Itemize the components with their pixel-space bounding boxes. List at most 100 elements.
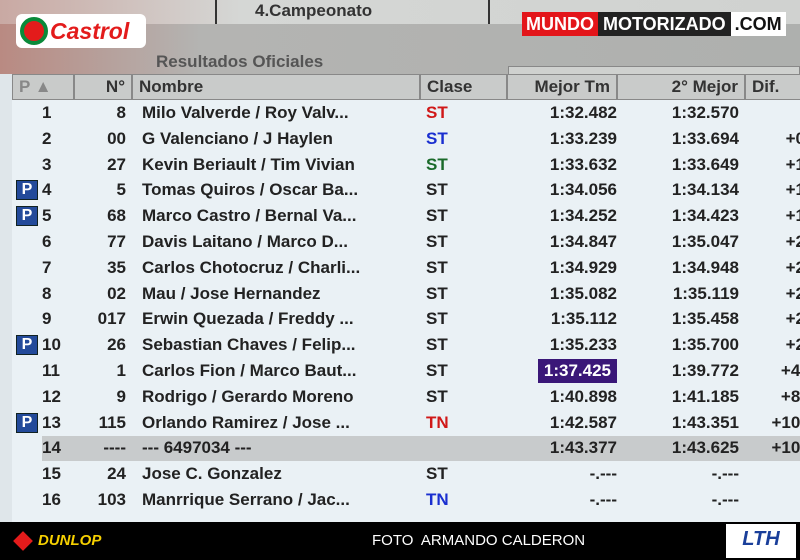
driver-names: Orlando Ramirez / Jose ... — [142, 412, 350, 432]
best-time: -.--- — [589, 490, 617, 509]
second-best-time: 1:35.047 — [671, 232, 739, 251]
class-label: ST — [426, 464, 448, 484]
table-row[interactable]: 1 8 Milo Valverde / Roy Valv... ST 1:32.482 1… — [12, 101, 800, 126]
best-time: 1:35.112 — [550, 309, 617, 329]
second-best-time: 1:34.948 — [671, 257, 739, 277]
castrol-emblem-icon — [20, 17, 48, 45]
difference: +1 — [785, 180, 800, 200]
class-label: ST — [426, 309, 448, 329]
position: 13 — [42, 412, 61, 432]
difference — [750, 462, 800, 487]
class-label: ST — [426, 154, 448, 174]
table-row[interactable]: 14 ---- --- 6497034 --- 1:43.377 1:43.625 +10… — [42, 436, 800, 462]
car-number: 02 — [107, 283, 126, 303]
second-best-time: 1:43.351 — [671, 412, 739, 432]
difference — [750, 488, 800, 513]
class-label: ST — [426, 257, 448, 277]
best-time: 1:35.082 — [549, 283, 617, 303]
driver-names: Marco Castro / Bernal Va... — [142, 206, 357, 226]
table-row[interactable]: 3 27 Kevin Beriault / Tim Vivian ST 1:33.632… — [12, 153, 800, 178]
driver-names: Milo Valverde / Roy Valv... — [142, 103, 349, 122]
col-header-clase[interactable]: Clase — [420, 74, 507, 100]
car-number: 5 — [116, 180, 126, 200]
lth-logo: LTH — [726, 524, 796, 558]
table-row[interactable]: 8 02 Mau / Jose Hernandez ST 1:35.082 1:35.11… — [12, 282, 800, 307]
best-time: 1:33.239 — [549, 128, 617, 148]
best-time: -.--- — [589, 464, 617, 484]
section-title: Resultados Oficiales — [156, 52, 324, 71]
logo-part: MUNDO — [522, 12, 598, 36]
second-best-time: 1:33.649 — [671, 154, 739, 174]
class-label: ST — [426, 232, 448, 251]
position: 14 — [42, 438, 61, 458]
table-row[interactable]: 11 1 Carlos Fion / Marco Baut... ST 1:37.425… — [12, 359, 800, 384]
driver-names: Manrrique Serrano / Jac... — [142, 490, 350, 509]
logo-part: MOTORIZADO — [598, 12, 731, 36]
difference: +2 — [785, 283, 800, 303]
driver-names: Mau / Jose Hernandez — [142, 283, 321, 303]
col-header-dif[interactable]: Dif. — [745, 74, 800, 100]
difference: +1 — [785, 206, 800, 226]
car-number: 27 — [107, 154, 126, 174]
difference: +2 — [785, 309, 800, 329]
best-time: 1:37.425 — [507, 359, 617, 384]
col-header-name[interactable]: Nombre — [132, 74, 420, 100]
position: 16 — [42, 490, 61, 509]
castrol-wordmark: Castrol — [50, 18, 130, 44]
difference: +8. — [780, 386, 800, 406]
driver-names: Erwin Quezada / Freddy ... — [142, 309, 354, 329]
class-label: ST — [426, 283, 448, 303]
best-time-highlight: 1:37.425 — [537, 359, 617, 383]
car-number: 26 — [107, 335, 126, 355]
tab-campeonato[interactable]: 4.Campeonato — [215, 0, 490, 24]
table-row[interactable]: 6 77 Davis Laitano / Marco D... ST 1:34.847 1… — [12, 230, 800, 255]
table-row[interactable]: 12 9 Rodrigo / Gerardo Moreno ST 1:40.898 1:4… — [12, 385, 800, 410]
position: 5 — [42, 206, 52, 226]
mundomotorizado-logo: MUNDO MOTORIZADO .COM — [522, 12, 786, 36]
car-number: 24 — [107, 464, 126, 484]
driver-names: Kevin Beriault / Tim Vivian — [142, 154, 355, 174]
col-header-best[interactable]: Mejor Tm — [507, 74, 617, 100]
col-header-second[interactable]: 2° Mejor — [617, 74, 745, 100]
car-number: 68 — [107, 206, 126, 226]
dunlop-emblem-icon — [13, 531, 33, 551]
table-row[interactable]: 7 35 Carlos Chotocruz / Charli... ST 1:34.92… — [12, 256, 800, 281]
pit-badge-icon: P — [16, 335, 38, 356]
car-number: 00 — [107, 128, 126, 148]
best-time: 1:33.632 — [549, 154, 617, 174]
second-best-time: 1:39.772 — [671, 361, 739, 380]
second-best-time: -.--- — [711, 490, 739, 509]
table-row[interactable]: P 10 26 Sebastian Chaves / Felip... ST 1:35.2… — [12, 333, 800, 358]
position: 6 — [42, 232, 52, 251]
table-row[interactable]: 16 103 Manrrique Serrano / Jac... TN -.--- -.… — [12, 488, 800, 513]
class-label: ST — [426, 386, 448, 406]
difference — [750, 101, 800, 126]
difference: +1 — [785, 154, 800, 174]
second-best-time: -.--- — [711, 464, 739, 484]
difference: +2 — [785, 257, 800, 277]
table-row[interactable]: P 4 5 Tomas Quiros / Oscar Ba... ST 1:34.056 1… — [12, 178, 800, 203]
table-row[interactable]: P 13 115 Orlando Ramirez / Jose ... TN 1:42.5… — [12, 411, 800, 436]
table-row[interactable]: P 5 68 Marco Castro / Bernal Va... ST 1:34.25… — [12, 204, 800, 229]
col-header-p[interactable]: P ▲ — [12, 74, 74, 100]
table-row[interactable]: 9 017 Erwin Quezada / Freddy ... ST 1:35.112… — [12, 307, 800, 332]
table-row[interactable]: 2 00 G Valenciano / J Haylen ST 1:33.239 1:33… — [12, 127, 800, 152]
best-time: 1:32.482 — [549, 103, 617, 122]
car-number: 103 — [97, 490, 126, 509]
best-time: 1:35.233 — [549, 335, 617, 355]
position: 7 — [42, 257, 52, 277]
second-best-time: 1:35.119 — [672, 283, 739, 303]
position: 11 — [42, 361, 60, 380]
col-header-num[interactable]: N° — [74, 74, 132, 100]
table-row[interactable]: 15 24 Jose C. Gonzalez ST -.--- -.--- — [12, 462, 800, 487]
driver-names: --- 6497034 --- — [142, 438, 252, 458]
best-time: 1:43.377 — [549, 438, 617, 458]
best-time: 1:34.056 — [549, 180, 617, 200]
driver-names: Rodrigo / Gerardo Moreno — [142, 386, 354, 406]
car-number: 017 — [97, 309, 126, 329]
logo-part: .COM — [730, 12, 786, 36]
difference: +0 — [785, 128, 800, 148]
driver-names: Carlos Fion / Marco Baut... — [142, 361, 357, 380]
car-number: 77 — [107, 232, 126, 251]
results-table: P ▲ N° Nombre Clase Mejor Tm 2° Mejor Di… — [12, 74, 800, 522]
